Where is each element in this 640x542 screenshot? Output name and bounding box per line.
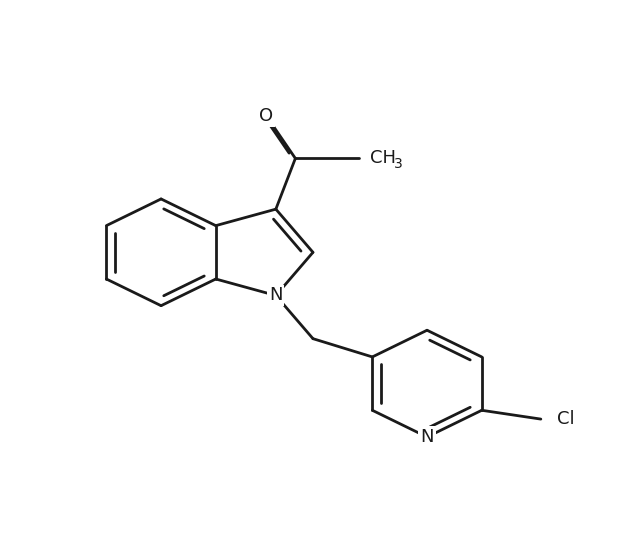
Text: Cl: Cl xyxy=(557,410,574,428)
Text: N: N xyxy=(420,428,434,446)
Text: CH: CH xyxy=(370,150,396,167)
Text: O: O xyxy=(259,107,273,125)
Text: N: N xyxy=(269,287,283,305)
Text: 3: 3 xyxy=(394,157,403,171)
